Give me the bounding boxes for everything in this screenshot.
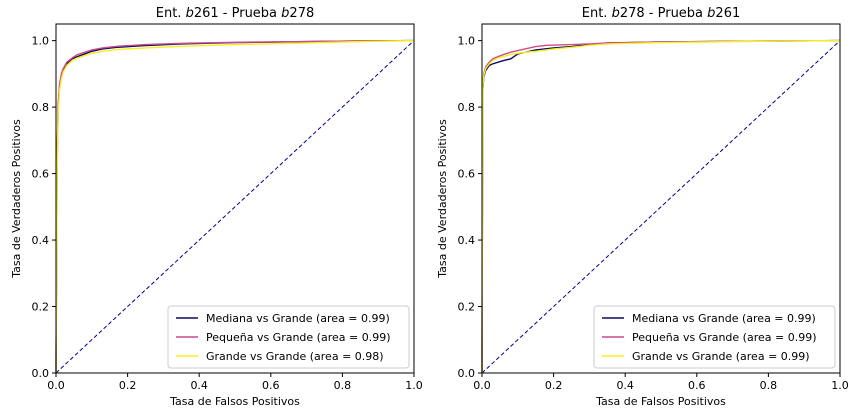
y-tick-label: 0.6 [32,168,50,181]
y-tick-label: 1.0 [458,35,476,48]
y-tick-label: 0.4 [32,234,50,247]
title-train-number: 278 [620,6,645,21]
y-axis-label: Tasa de Verdaderos Positivos [10,119,23,279]
y-tick-label: 0.0 [32,367,50,380]
x-tick-label: 0.8 [760,379,778,392]
series-line-3 [481,39,841,374]
y-axis-label: Tasa de Verdaderos Positivos [436,119,449,279]
y-tick-label: 0.4 [458,234,476,247]
y-tick-label: 0.8 [458,101,476,114]
legend-box [167,305,410,369]
y-tick-label: 0.2 [458,301,476,314]
legend-label-3: Grande vs Grande (area = 0.98) [206,350,384,363]
title-test-number: 261 [715,6,740,21]
title-test-letter: b [281,6,289,21]
title-train-letter: b [186,6,194,21]
axes-frame [55,23,415,374]
legend: Mediana vs Grande (area = 0.99) Pequeña v… [167,305,410,369]
series-line-2 [481,39,841,374]
legend-label-2: Pequeña vs Grande (area = 0.99) [632,331,817,344]
chart-title: Ent. b261 - Prueba b278 [156,6,315,21]
legend-label-1: Mediana vs Grande (area = 0.99) [632,312,816,325]
title-middle: - Prueba [219,6,282,21]
title-train-letter: b [612,6,620,21]
x-tick-label: 1.0 [831,379,849,392]
y-tick-label: 0.2 [32,301,50,314]
x-axis-label: Tasa de Falsos Positivos [595,395,726,408]
legend-label-1: Mediana vs Grande (area = 0.99) [206,312,390,325]
y-tick-label: 1.0 [32,35,50,48]
legend-box [593,305,836,369]
title-test-letter: b [707,6,715,21]
legend-label-2: Pequeña vs Grande (area = 0.99) [206,331,391,344]
x-tick-label: 0.2 [119,379,137,392]
y-tick-label: 0.8 [32,101,50,114]
x-tick-label: 0.8 [334,379,352,392]
x-tick-label: 0.4 [616,379,634,392]
series-line-2 [55,39,415,374]
title-middle: - Prueba [645,6,708,21]
x-tick-label: 1.0 [405,379,423,392]
title-prefix: Ent. [156,6,186,21]
chart-title: Ent. b278 - Prueba b261 [582,6,741,21]
title-test-number: 278 [289,6,314,21]
y-tick-label: 0.0 [458,367,476,380]
y-tick-label: 0.6 [458,168,476,181]
x-tick-label: 0.2 [545,379,563,392]
title-prefix: Ent. [582,6,612,21]
x-tick-label: 0.4 [190,379,208,392]
x-tick-label: 0.0 [47,379,65,392]
diagonal-reference-line [481,40,841,374]
series-line-3 [55,39,415,374]
legend-label-3: Grande vs Grande (area = 0.99) [632,350,810,363]
x-axis-label: Tasa de Falsos Positivos [169,395,300,408]
x-tick-label: 0.0 [473,379,491,392]
x-tick-label: 0.6 [262,379,280,392]
title-train-number: 261 [194,6,219,21]
x-tick-label: 0.6 [688,379,706,392]
diagonal-reference-line [55,40,415,374]
axes-frame [481,23,841,374]
legend: Mediana vs Grande (area = 0.99) Pequeña v… [593,305,836,369]
